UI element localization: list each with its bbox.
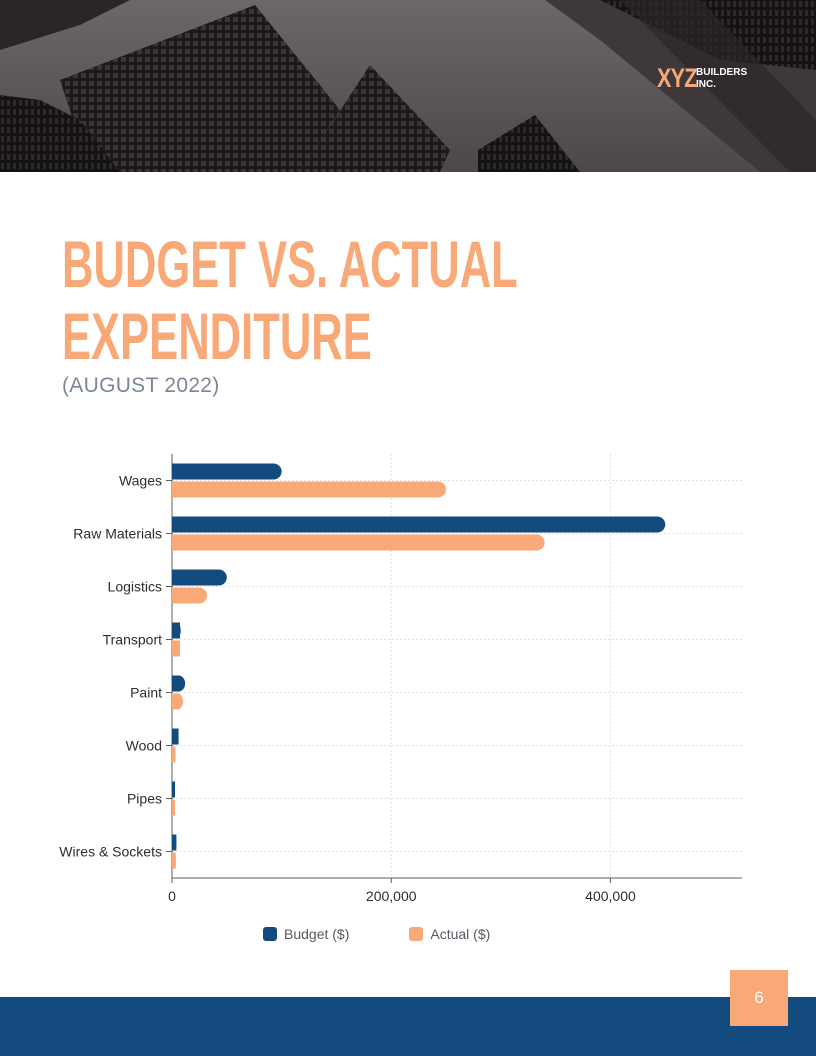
logo-line-1: BUILDERS xyxy=(696,66,748,78)
footer-bar xyxy=(0,997,816,1056)
y-tick-label-5: Wood xyxy=(126,738,162,754)
y-tick-label-3: Transport xyxy=(103,632,163,648)
bar-base-budget-6 xyxy=(172,781,175,798)
bar-base-actual-3 xyxy=(172,640,180,657)
logo-line-2: INC. xyxy=(696,78,716,90)
page-title: BUDGET VS. ACTUAL EXPENDITURE xyxy=(62,228,518,372)
y-tick-label-1: Raw Materials xyxy=(73,526,162,542)
bar-budget-0 xyxy=(172,463,282,480)
bar-base-actual-1 xyxy=(172,534,180,551)
legend-item-actual: Actual ($) xyxy=(409,926,490,942)
y-tick-label-4: Paint xyxy=(130,685,162,701)
bar-base-budget-0 xyxy=(172,463,180,480)
bar-base-actual-4 xyxy=(172,693,180,710)
skyscrapers-image xyxy=(0,0,816,172)
logo-mark: XYZ xyxy=(657,63,697,93)
legend-swatch-budget xyxy=(263,927,277,941)
company-logo: XYZ BUILDERS INC. xyxy=(657,63,747,94)
title-line-2: EXPENDITURE xyxy=(62,299,372,373)
bar-base-actual-2 xyxy=(172,587,180,604)
bar-base-actual-6 xyxy=(172,799,175,816)
bar-actual-2 xyxy=(172,587,208,604)
chart-legend: Budget ($) Actual ($) xyxy=(263,926,550,942)
bar-base-budget-7 xyxy=(172,834,177,851)
bar-actual-1 xyxy=(172,534,545,551)
bar-base-actual-7 xyxy=(172,852,176,869)
bar-base-budget-5 xyxy=(172,728,179,745)
y-tick-label-6: Pipes xyxy=(127,791,162,807)
bar-base-budget-3 xyxy=(172,622,180,639)
y-tick-label-2: Logistics xyxy=(108,579,162,595)
page-subtitle: (AUGUST 2022) xyxy=(62,374,220,397)
legend-swatch-actual xyxy=(409,927,424,941)
x-tick-label-0: 0 xyxy=(168,888,176,904)
x-tick-label-2: 400,000 xyxy=(585,888,636,904)
bar-budget-2 xyxy=(172,569,227,586)
legend-label-budget: Budget ($) xyxy=(284,926,350,942)
bar-base-budget-1 xyxy=(172,516,180,533)
bar-base-actual-5 xyxy=(172,746,176,763)
bar-base-budget-2 xyxy=(172,569,180,586)
legend-item-budget: Budget ($) xyxy=(263,926,349,942)
page-number: 6 xyxy=(730,970,788,1026)
bar-base-actual-0 xyxy=(172,481,180,498)
legend-label-actual: Actual ($) xyxy=(430,926,491,942)
y-tick-label-0: Wages xyxy=(119,473,162,489)
y-tick-label-7: Wires & Sockets xyxy=(59,844,162,860)
bar-actual-0 xyxy=(172,481,447,498)
title-line-1: BUDGET VS. ACTUAL xyxy=(62,227,518,301)
x-tick-label-1: 200,000 xyxy=(366,888,417,904)
header-photo: XYZ BUILDERS INC. xyxy=(0,0,816,172)
bar-budget-1 xyxy=(172,516,666,533)
bar-base-budget-4 xyxy=(172,675,180,692)
logo-text: BUILDERS INC. xyxy=(696,67,747,91)
bar-chart: Wages Raw Materials Logistics Transport Pain… xyxy=(59,454,742,904)
